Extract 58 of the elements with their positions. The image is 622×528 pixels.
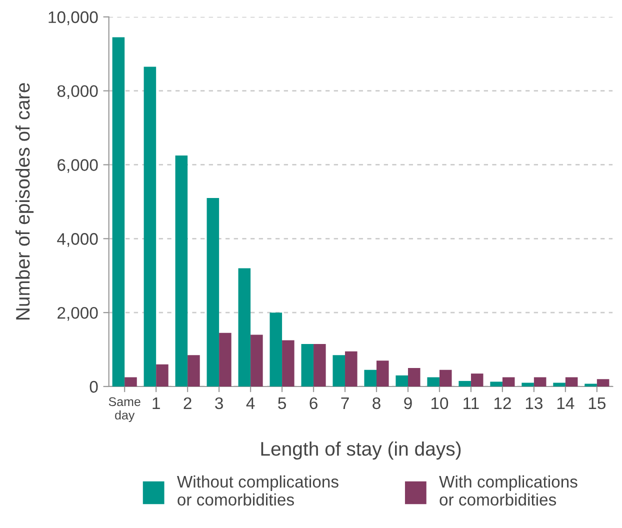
y-tick-label: 6,000 — [58, 159, 98, 173]
bar — [301, 344, 314, 386]
y-axis-title: Number of episodes of care — [15, 83, 34, 320]
bar — [565, 377, 578, 386]
bar — [439, 370, 452, 386]
bar — [124, 377, 137, 386]
bar — [156, 364, 168, 386]
y-tick-label: 8,000 — [57, 85, 98, 99]
bar — [396, 375, 408, 386]
bar — [584, 384, 597, 386]
bar — [112, 37, 125, 386]
bar — [502, 377, 515, 386]
x-tick-label: 13 — [526, 397, 542, 410]
x-axis-title: Length of stay (in days) — [261, 441, 461, 460]
x-tick-label: 8 — [372, 397, 380, 410]
x-tick-label: Same day — [108, 397, 140, 422]
x-tick-label: 11 — [464, 398, 479, 409]
bar — [596, 379, 610, 386]
bar — [522, 382, 534, 386]
y-tick-label: 10,000 — [48, 11, 98, 26]
legend-label: With complications or comorbidities — [439, 475, 578, 506]
bar — [282, 340, 294, 386]
bar — [219, 332, 232, 386]
bar — [175, 155, 188, 386]
bar — [376, 360, 389, 386]
bar — [458, 380, 471, 386]
bar — [408, 368, 420, 386]
bar — [314, 344, 326, 386]
bar — [470, 374, 484, 386]
y-tick-label: 2,000 — [58, 306, 98, 321]
bar — [553, 382, 566, 386]
bar — [490, 382, 502, 386]
bar — [188, 355, 200, 386]
bar — [534, 377, 546, 386]
y-tick-label: 0 — [90, 380, 98, 393]
bar — [238, 268, 251, 386]
x-tick-label: 2 — [184, 397, 192, 409]
x-tick-label: 5 — [278, 398, 286, 410]
bar — [270, 312, 282, 386]
x-tick-label: 12 — [494, 397, 511, 409]
bar — [206, 198, 220, 386]
x-tick-label: 14 — [557, 398, 574, 409]
x-tick-label: 3 — [215, 397, 223, 410]
y-tick-label: 4,000 — [57, 233, 98, 247]
x-tick-label: 1 — [152, 398, 160, 409]
x-tick-label: 4 — [246, 398, 255, 409]
bar — [345, 351, 358, 386]
legend-label: Without complications or comorbidities — [176, 475, 338, 506]
x-tick-label: 6 — [310, 397, 318, 410]
bar — [144, 66, 156, 386]
x-tick-label: 7 — [341, 398, 349, 409]
x-tick-label: 15 — [588, 398, 606, 410]
bar — [250, 334, 263, 386]
bar — [364, 370, 377, 386]
x-tick-label: 10 — [431, 397, 448, 410]
bar — [332, 355, 346, 386]
bar — [427, 377, 440, 386]
x-tick-label: 9 — [404, 397, 412, 410]
